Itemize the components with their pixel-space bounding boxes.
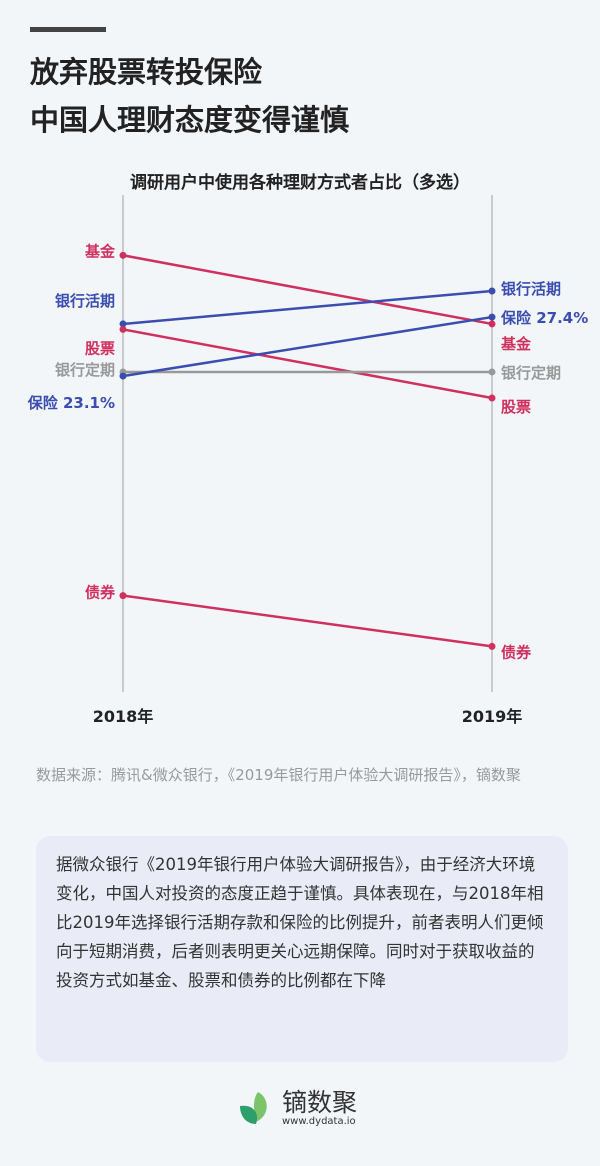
- data-point: [119, 325, 127, 333]
- data-label: 股票: [501, 398, 531, 416]
- data-point: [119, 592, 127, 600]
- title-line-2: 中国人理财态度变得谨慎: [30, 103, 350, 137]
- data-point: [488, 287, 496, 295]
- data-point: [488, 642, 496, 650]
- data-label: 保险 23.1%: [27, 394, 115, 412]
- logo-url: www.dydata.io: [282, 1115, 356, 1127]
- logo-name: 镝数聚: [282, 1087, 358, 1117]
- x-tick-label: 2018年: [93, 707, 154, 726]
- data-label: 银行活期: [501, 280, 561, 298]
- data-point: [488, 368, 496, 376]
- x-tick-label: 2019年: [462, 707, 523, 726]
- logo: 镝数聚 www.dydata.io: [236, 1088, 357, 1128]
- series-line-股票: [122, 328, 493, 400]
- source-note: 数据来源：腾讯&微众银行，《2019年银行用户体验大调研报告》，镝数聚: [36, 766, 521, 784]
- leaf-logo-icon: [240, 1092, 267, 1124]
- data-label: 银行定期: [501, 364, 561, 382]
- data-label: 基金: [84, 242, 116, 260]
- data-point: [488, 394, 496, 402]
- chart-title: 调研用户中使用各种理财方式者占比（多选）: [130, 173, 470, 193]
- decorative-bar: [30, 27, 106, 32]
- data-point: [488, 313, 496, 321]
- page-title: 放弃股票转投保险 中国人理财态度变得谨慎: [30, 48, 349, 144]
- data-label: 银行定期: [55, 361, 115, 379]
- data-point: [119, 320, 127, 328]
- series-line-银行活期: [122, 289, 493, 326]
- series-line-保险: [122, 315, 493, 378]
- series-line-债券: [122, 594, 493, 648]
- data-label: 保险 27.4%: [500, 309, 588, 327]
- data-point: [119, 372, 127, 380]
- series-line-基金: [122, 254, 493, 326]
- summary-box: 据微众银行《2019年银行用户体验大调研报告》，由于经济大环境变化，中国人对投资…: [36, 836, 568, 1062]
- data-label: 银行活期: [55, 292, 115, 310]
- title-line-1: 放弃股票转投保险: [30, 55, 263, 89]
- data-point: [488, 320, 496, 328]
- data-label: 股票: [85, 339, 115, 357]
- data-point: [119, 251, 127, 259]
- data-label: 基金: [500, 335, 532, 353]
- data-label: 债券: [501, 643, 532, 661]
- data-label: 债券: [85, 584, 116, 602]
